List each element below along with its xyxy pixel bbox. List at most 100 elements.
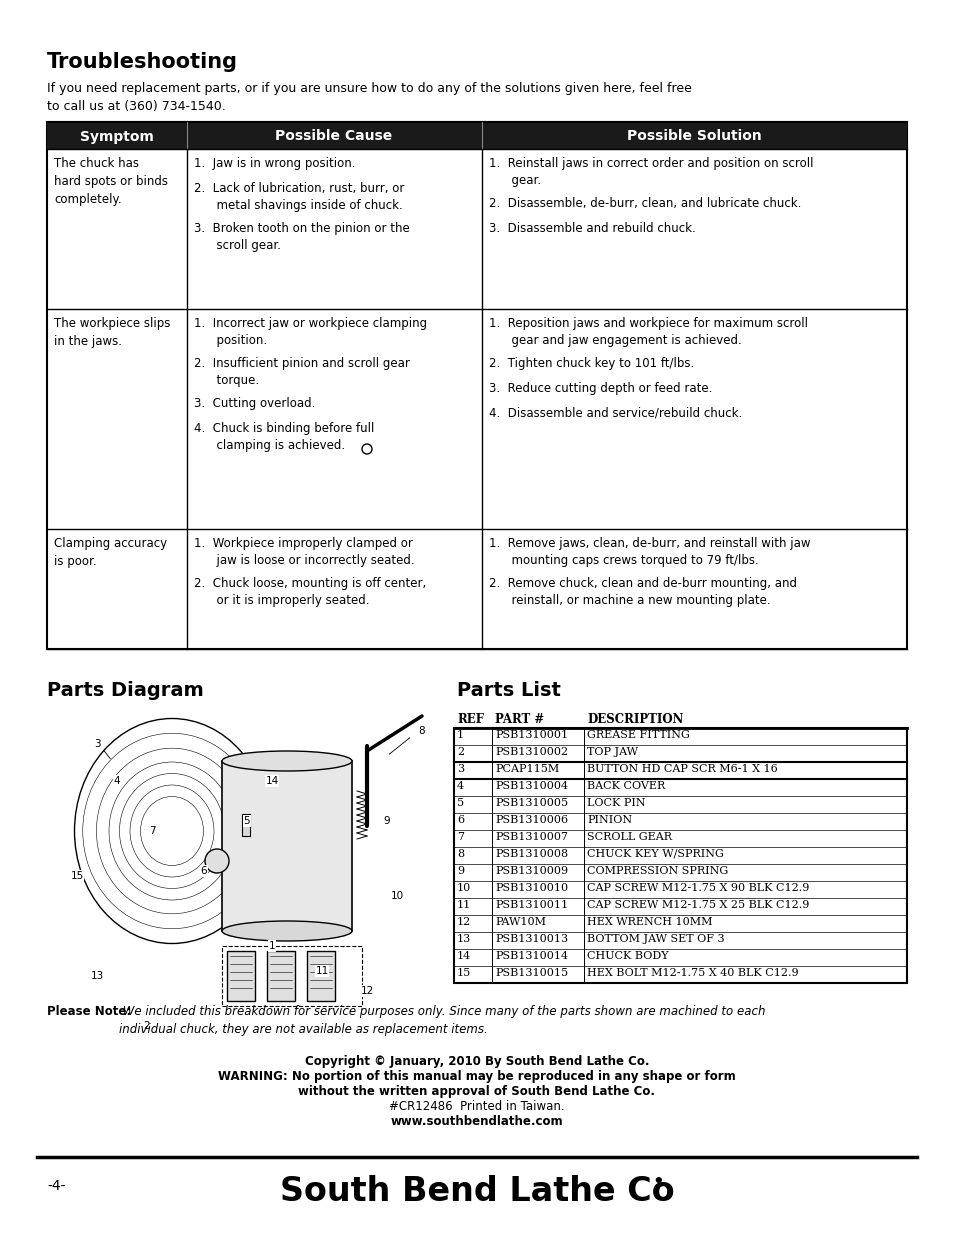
Circle shape xyxy=(361,445,372,454)
Text: PCAP115M: PCAP115M xyxy=(495,764,558,774)
Bar xyxy=(454,881,906,898)
Text: PSB1310011: PSB1310011 xyxy=(495,900,568,910)
Bar xyxy=(454,745,906,762)
Text: Possible Cause: Possible Cause xyxy=(275,130,393,143)
Text: Please Note:: Please Note: xyxy=(47,1005,132,1018)
Text: 15: 15 xyxy=(71,871,84,881)
Bar xyxy=(454,813,906,830)
Text: PSB1310008: PSB1310008 xyxy=(495,848,568,860)
Text: PINION: PINION xyxy=(586,815,632,825)
Text: 13: 13 xyxy=(91,971,104,981)
Text: 2.  Disassemble, de-burr, clean, and lubricate chuck.: 2. Disassemble, de-burr, clean, and lubr… xyxy=(489,198,801,210)
Text: PSB1310009: PSB1310009 xyxy=(495,866,568,876)
Text: We included this breakdown for service purposes only. Since many of the parts sh: We included this breakdown for service p… xyxy=(119,1005,764,1036)
Text: 1.  Jaw is in wrong position.: 1. Jaw is in wrong position. xyxy=(193,157,355,170)
Text: Clamping accuracy
is poor.: Clamping accuracy is poor. xyxy=(54,537,167,568)
Text: 8: 8 xyxy=(456,848,464,860)
Text: 9: 9 xyxy=(456,866,464,876)
Text: 2.  Remove chuck, clean and de-burr mounting, and
      reinstall, or machine a : 2. Remove chuck, clean and de-burr mount… xyxy=(489,577,796,606)
Text: 1.  Remove jaws, clean, de-burr, and reinstall with jaw
      mounting caps crew: 1. Remove jaws, clean, de-burr, and rein… xyxy=(489,537,810,567)
Text: 2: 2 xyxy=(456,747,464,757)
Text: 3.  Broken tooth on the pinion or the
      scroll gear.: 3. Broken tooth on the pinion or the scr… xyxy=(193,222,410,252)
Bar xyxy=(454,762,906,779)
Text: 12: 12 xyxy=(360,986,374,995)
Bar xyxy=(242,814,250,836)
Text: PSB1310013: PSB1310013 xyxy=(495,934,568,944)
Bar xyxy=(47,122,906,149)
Bar xyxy=(454,948,906,966)
Text: South Bend Lathe Co: South Bend Lathe Co xyxy=(279,1174,674,1208)
Text: 2.  Insufficient pinion and scroll gear
      torque.: 2. Insufficient pinion and scroll gear t… xyxy=(193,357,410,387)
Text: CAP SCREW M12-1.75 X 90 BLK C12.9: CAP SCREW M12-1.75 X 90 BLK C12.9 xyxy=(586,883,808,893)
Bar xyxy=(454,915,906,932)
Text: 10: 10 xyxy=(390,890,403,902)
Text: WARNING: No portion of this manual may be reproduced in any shape or form: WARNING: No portion of this manual may b… xyxy=(218,1070,735,1083)
Text: 14: 14 xyxy=(456,951,471,961)
Text: 3.  Reduce cutting depth or feed rate.: 3. Reduce cutting depth or feed rate. xyxy=(489,382,712,395)
Text: PSB1310001: PSB1310001 xyxy=(495,730,568,740)
Text: 7: 7 xyxy=(149,826,155,836)
Bar xyxy=(454,932,906,948)
Text: www.southbendlathe.com: www.southbendlathe.com xyxy=(391,1115,562,1128)
Text: PSB1310002: PSB1310002 xyxy=(495,747,568,757)
Text: 6: 6 xyxy=(456,815,464,825)
Text: Copyright © January, 2010 By South Bend Lathe Co.: Copyright © January, 2010 By South Bend … xyxy=(304,1055,649,1068)
Text: 3: 3 xyxy=(93,739,100,748)
Bar xyxy=(454,727,906,745)
Text: PSB1310005: PSB1310005 xyxy=(495,798,568,808)
Text: PSB1310014: PSB1310014 xyxy=(495,951,568,961)
Text: 1: 1 xyxy=(456,730,464,740)
Text: 3.  Cutting overload.: 3. Cutting overload. xyxy=(193,396,315,410)
Text: 1: 1 xyxy=(269,941,275,951)
Text: 14: 14 xyxy=(265,776,278,785)
Text: COMPRESSION SPRING: COMPRESSION SPRING xyxy=(586,866,727,876)
Bar xyxy=(454,727,906,983)
Text: 1.  Workpiece improperly clamped or
      jaw is loose or incorrectly seated.: 1. Workpiece improperly clamped or jaw i… xyxy=(193,537,415,567)
Text: 5: 5 xyxy=(456,798,464,808)
Bar xyxy=(454,830,906,847)
Bar xyxy=(222,946,361,1007)
Text: BOTTOM JAW SET OF 3: BOTTOM JAW SET OF 3 xyxy=(586,934,724,944)
Text: without the written approval of South Bend Lathe Co.: without the written approval of South Be… xyxy=(298,1086,655,1098)
Text: 3: 3 xyxy=(456,764,464,774)
Text: PSB1310015: PSB1310015 xyxy=(495,968,568,978)
Bar xyxy=(267,951,294,1002)
Circle shape xyxy=(205,848,229,873)
Text: PAW10M: PAW10M xyxy=(495,918,545,927)
Bar xyxy=(454,847,906,864)
Ellipse shape xyxy=(222,751,352,771)
Text: 5: 5 xyxy=(243,816,250,826)
Text: Parts Diagram: Parts Diagram xyxy=(47,680,204,700)
Text: 8: 8 xyxy=(418,726,425,736)
Text: HEX BOLT M12-1.75 X 40 BLK C12.9: HEX BOLT M12-1.75 X 40 BLK C12.9 xyxy=(586,968,798,978)
Text: 15: 15 xyxy=(456,968,471,978)
Bar xyxy=(222,761,352,931)
Text: BACK COVER: BACK COVER xyxy=(586,781,664,790)
Text: 10: 10 xyxy=(456,883,471,893)
Text: The chuck has
hard spots or binds
completely.: The chuck has hard spots or binds comple… xyxy=(54,157,168,206)
Text: 1.  Incorrect jaw or workpiece clamping
      position.: 1. Incorrect jaw or workpiece clamping p… xyxy=(193,317,427,347)
Text: 2: 2 xyxy=(144,1021,151,1031)
Text: REF: REF xyxy=(456,713,483,726)
Text: PSB1310004: PSB1310004 xyxy=(495,781,568,790)
Text: PSB1310006: PSB1310006 xyxy=(495,815,568,825)
Text: -4-: -4- xyxy=(47,1179,66,1193)
Text: 7: 7 xyxy=(456,832,463,842)
Text: 2.  Tighten chuck key to 101 ft/lbs.: 2. Tighten chuck key to 101 ft/lbs. xyxy=(489,357,694,370)
Text: CAP SCREW M12-1.75 X 25 BLK C12.9: CAP SCREW M12-1.75 X 25 BLK C12.9 xyxy=(586,900,808,910)
Text: 9: 9 xyxy=(383,816,390,826)
Text: PSB1310007: PSB1310007 xyxy=(495,832,567,842)
Text: #CR12486  Printed in Taiwan.: #CR12486 Printed in Taiwan. xyxy=(389,1100,564,1113)
Bar xyxy=(454,864,906,881)
Text: 6: 6 xyxy=(200,866,207,876)
Text: Symptom: Symptom xyxy=(80,130,153,143)
Text: TOP JAW: TOP JAW xyxy=(586,747,638,757)
Ellipse shape xyxy=(222,921,352,941)
Text: 11: 11 xyxy=(315,966,328,976)
Text: CHUCK BODY: CHUCK BODY xyxy=(586,951,668,961)
Text: 4: 4 xyxy=(113,776,120,785)
Bar xyxy=(307,951,335,1002)
Text: 2.  Lack of lubrication, rust, burr, or
      metal shavings inside of chuck.: 2. Lack of lubrication, rust, burr, or m… xyxy=(193,182,404,212)
Text: 2.  Chuck loose, mounting is off center,
      or it is improperly seated.: 2. Chuck loose, mounting is off center, … xyxy=(193,577,426,606)
Bar xyxy=(454,966,906,983)
